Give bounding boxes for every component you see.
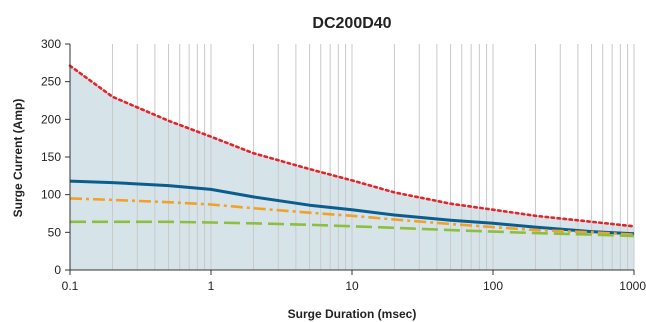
grid-layer: [111, 44, 635, 270]
series-layer: [68, 64, 636, 238]
tick-layer: 0 50 100 150 200 250 300 0.1 1 10 100 1000: [41, 37, 646, 293]
series-line-dash-dot: [69, 197, 635, 236]
series-line-solid: [69, 179, 635, 236]
axis-layer: [65, 43, 635, 275]
chart-title: DC200D40: [312, 15, 391, 32]
x-tick-label: 0.1: [62, 279, 79, 293]
y-tick-label: 50: [48, 225, 62, 239]
x-tick-label: 1: [208, 279, 215, 293]
y-tick-label: 300: [41, 37, 61, 51]
series-line-dotted: [68, 64, 636, 228]
y-tick-label: 0: [54, 263, 61, 277]
series-line-dashed: [70, 220, 635, 238]
x-tick-label: 1000: [619, 279, 646, 293]
x-axis-label: Surge Duration (msec): [288, 307, 417, 321]
y-axis-label: Surge Current (Amp): [11, 99, 25, 218]
y-tick-label: 200: [41, 112, 61, 126]
x-tick-label: 10: [345, 279, 359, 293]
y-tick-label: 150: [41, 150, 61, 164]
y-tick-label: 250: [41, 75, 61, 89]
y-tick-label: 100: [41, 188, 61, 202]
x-tick-label: 100: [483, 279, 503, 293]
